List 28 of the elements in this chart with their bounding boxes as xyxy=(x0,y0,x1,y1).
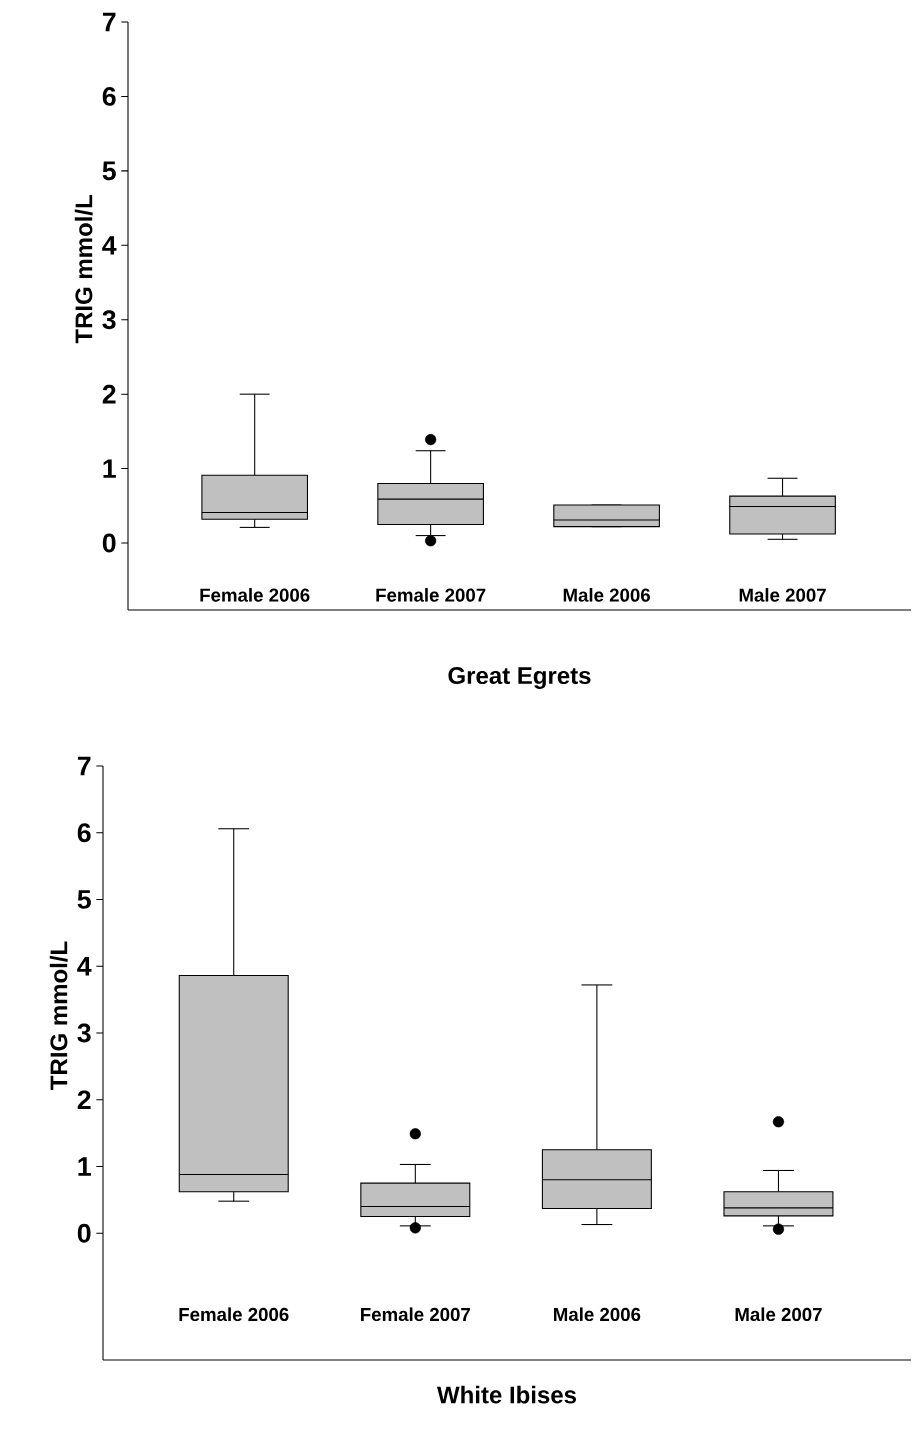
x-tick-label: Female 2007 xyxy=(361,1307,471,1322)
y-tick-label: 7 xyxy=(103,12,116,32)
y-tick-label: 3 xyxy=(102,310,116,330)
y-tick-label: 0 xyxy=(78,1223,91,1243)
x-tick-label: Male 2007 xyxy=(739,588,827,602)
x-axis-title: White Ibises xyxy=(437,1385,577,1404)
y-tick-label: 5 xyxy=(77,890,92,909)
y-axis-title: TRIG mmol/L xyxy=(74,195,93,344)
x-tick-label: Male 2006 xyxy=(554,1307,641,1322)
y-tick-label: 4 xyxy=(102,236,117,255)
x-tick-label: Female 2006 xyxy=(179,1307,289,1322)
y-tick-label: 0 xyxy=(103,533,116,553)
y-tick-label: 1 xyxy=(78,1157,92,1176)
y-tick-label: 6 xyxy=(103,87,116,106)
y-axis-title: TRIG mmol/L xyxy=(49,941,68,1090)
y-tick-label: 4 xyxy=(77,957,92,976)
y-tick-label: 2 xyxy=(102,384,116,404)
y-tick-label: 3 xyxy=(77,1023,91,1043)
y-tick-label: 2 xyxy=(77,1090,91,1110)
y-tick-label: 7 xyxy=(78,756,91,776)
x-tick-label: Male 2007 xyxy=(735,1307,822,1322)
y-tick-label: 1 xyxy=(103,459,117,478)
y-tick-label: 5 xyxy=(102,161,117,181)
y-tick-label: 6 xyxy=(78,823,91,843)
x-tick-label: Female 2006 xyxy=(200,588,310,602)
x-tick-label: Female 2007 xyxy=(376,588,486,602)
x-tick-label: Male 2006 xyxy=(563,588,651,602)
x-axis-title: Great Egrets xyxy=(448,667,591,689)
